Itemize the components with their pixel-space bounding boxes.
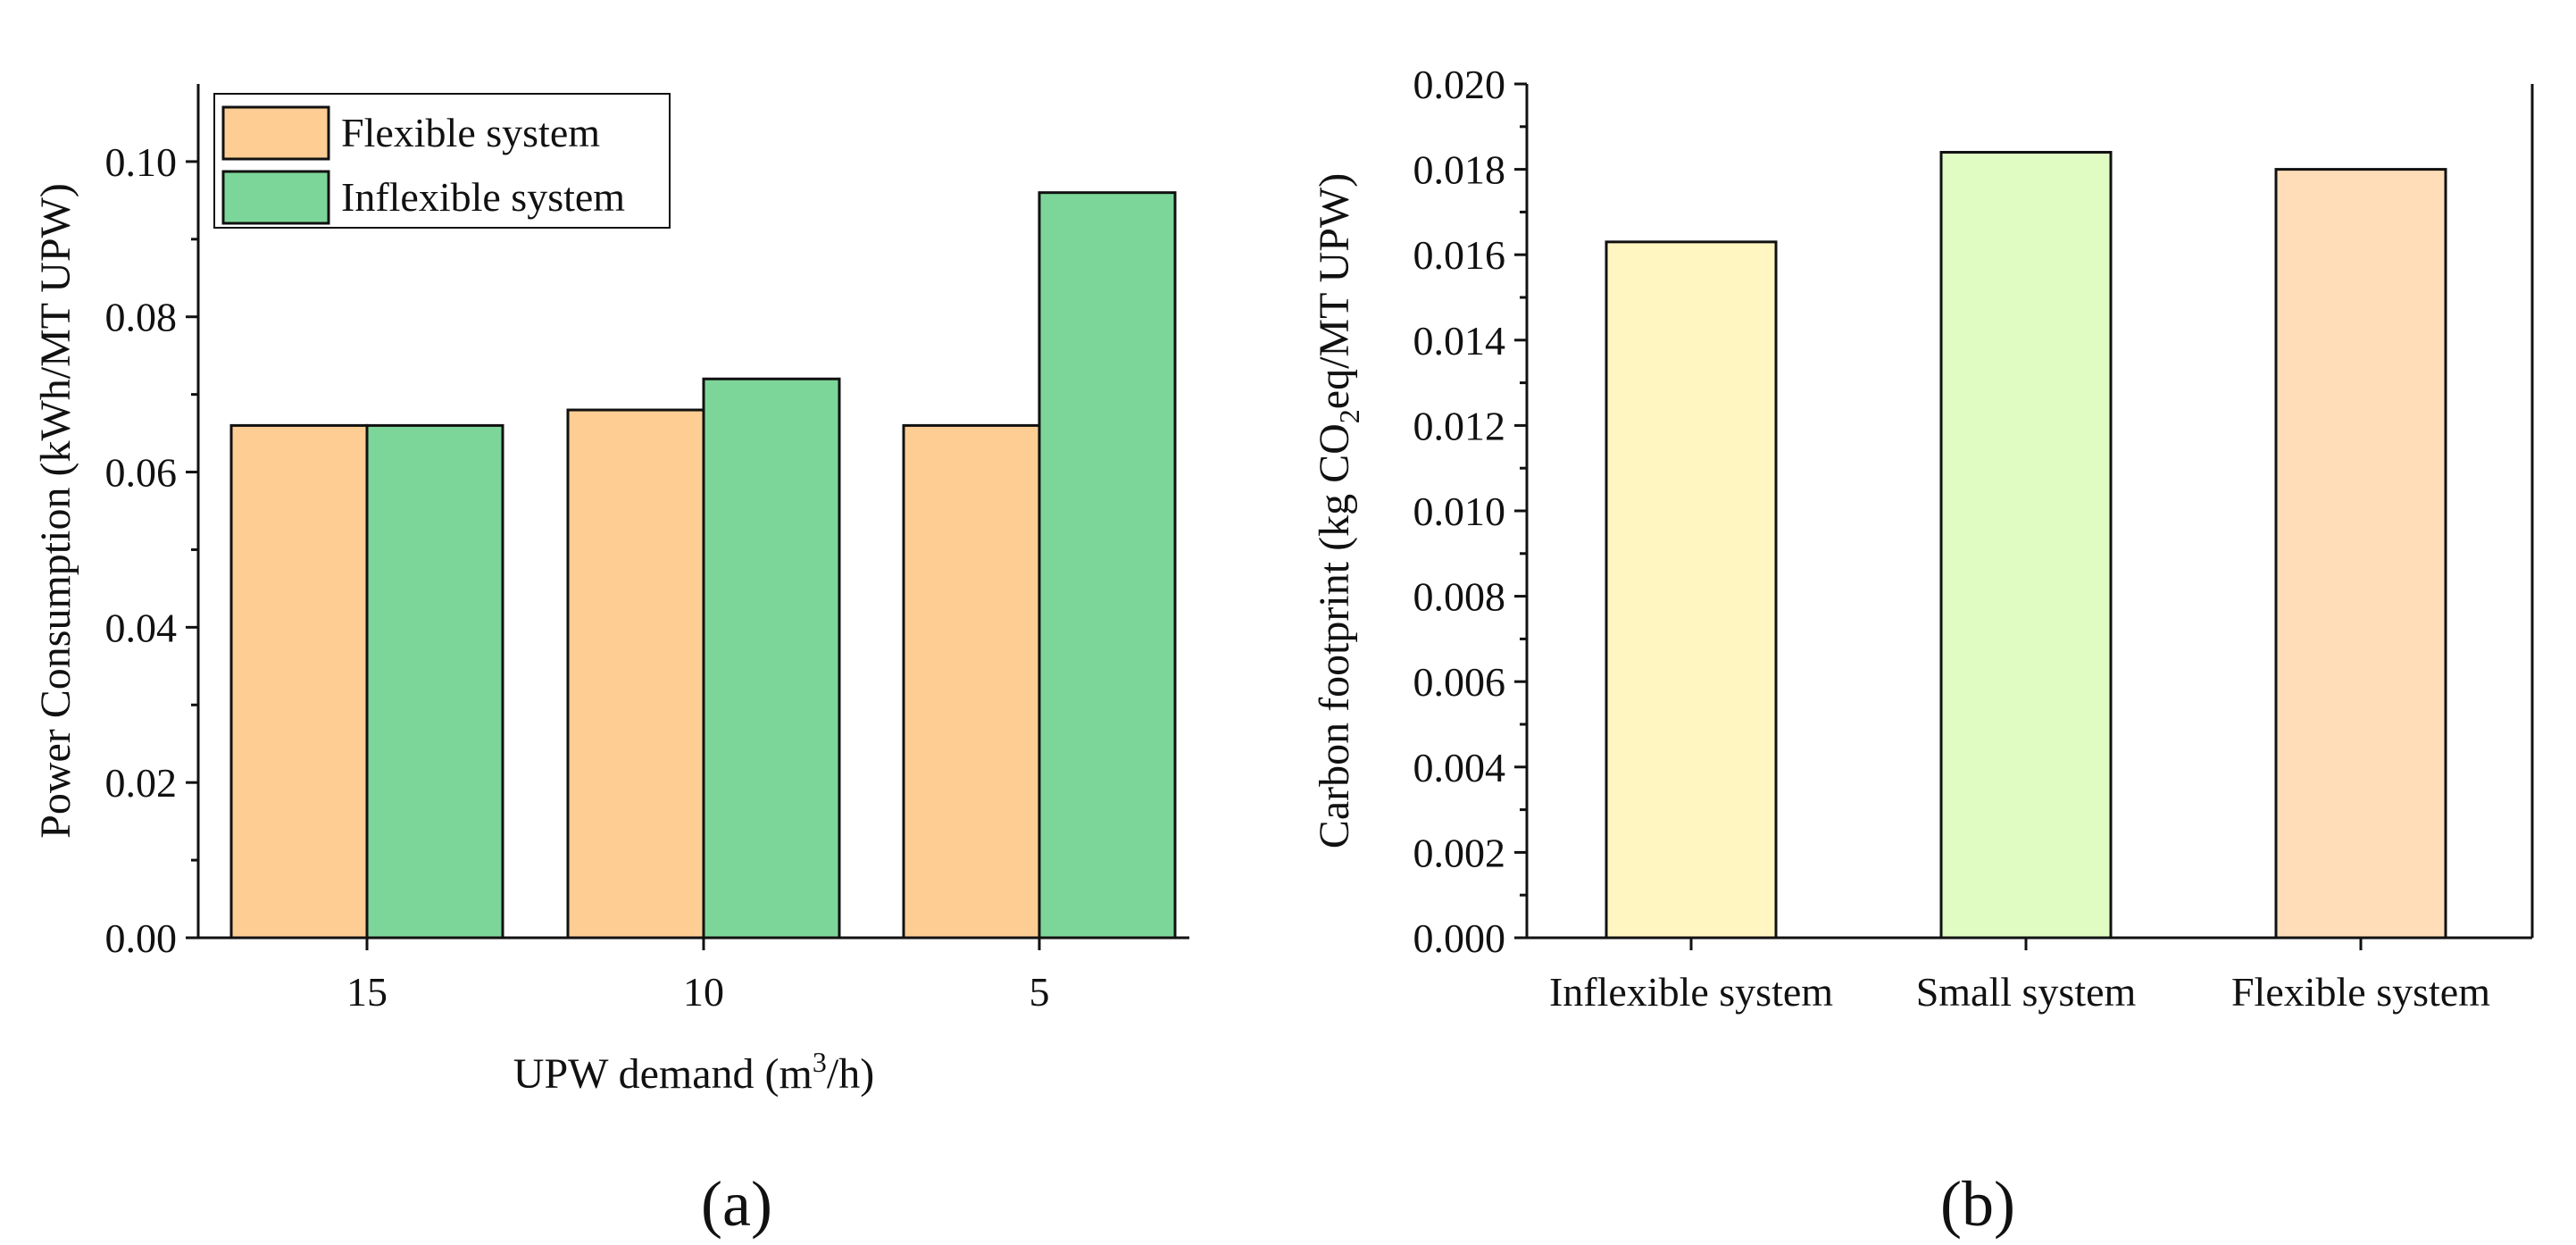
chart-b-y-tick-label: 0.014 xyxy=(1413,318,1506,363)
panel-label-b: (b) xyxy=(1940,1168,2015,1240)
chart-a-y-axis-title: Power Consumption (kWh/MT UPW) xyxy=(32,183,79,839)
chart-b-y-tick-label: 0.012 xyxy=(1413,403,1506,448)
chart-a-y-tick-label: 0.04 xyxy=(105,605,178,650)
chart-b-bar-flexible-system xyxy=(2274,168,2447,940)
chart-a-bar-flexible-10 xyxy=(566,408,705,940)
chart-a-x-tick-label: 10 xyxy=(683,969,724,1015)
chart-a-y-axis: 0.00 0.02 0.04 0.06 0.08 0.10 xyxy=(105,139,198,961)
chart-a-bars xyxy=(229,191,1177,940)
chart-a-y-tick-label: 0.06 xyxy=(105,450,178,496)
chart-a-x-axis: 15 10 5 xyxy=(346,938,1050,1015)
chart-b-y-axis: 0.000 0.002 0.004 0.006 0.008 0.010 0.012 0.014… xyxy=(1413,62,1527,961)
chart-a-bar-flexible-5 xyxy=(902,423,1041,940)
chart-b-x-axis: Inflexible system Small system Flexible sy… xyxy=(1549,938,2490,1015)
chart-a-y-tick-label: 0.00 xyxy=(105,915,178,961)
chart-b-y-tick-label: 0.010 xyxy=(1413,489,1506,534)
chart-a-y-tick-label: 0.10 xyxy=(105,139,178,185)
chart-a-y-tick-label: 0.02 xyxy=(105,760,178,806)
chart-a-frame xyxy=(196,84,1189,940)
chart-b-y-axis-title: Carbon footprint (kg CO2eq/MT UPW) xyxy=(1311,173,1365,848)
chart-b-bars xyxy=(1605,150,2447,940)
chart-b-x-tick-label: Inflexible system xyxy=(1549,969,1833,1015)
chart-a-x-tick-label: 5 xyxy=(1030,969,1050,1015)
chart-a-legend-swatch-0 xyxy=(221,105,330,161)
chart-b-y-tick-label: 0.002 xyxy=(1413,830,1506,875)
chart-b-y-tick-label: 0.016 xyxy=(1413,232,1506,278)
chart-b-y-tick-label: 0.020 xyxy=(1413,62,1506,107)
chart-a-legend-swatch-1 xyxy=(221,170,330,225)
panel-label-a: (a) xyxy=(701,1168,772,1240)
chart-a-bar-flexible-15 xyxy=(229,423,369,940)
chart-a-legend: Flexible system Inflexible system xyxy=(213,93,671,229)
chart-b-bar-small-system xyxy=(1939,150,2113,940)
chart-b-x-tick-label: Small system xyxy=(1916,969,2137,1015)
chart-a-x-axis-title: UPW demand (m3/h) xyxy=(513,1046,874,1098)
chart-a-bar-inflexible-10 xyxy=(702,377,841,940)
chart-a-bar-inflexible-5 xyxy=(1038,191,1177,940)
chart-b-y-tick-label: 0.018 xyxy=(1413,147,1506,193)
chart-b-bar-inflexible-system xyxy=(1605,240,1778,940)
chart-b-frame xyxy=(1525,84,2534,940)
chart-a: 0.00 0.02 0.04 0.06 0.08 0.10 15 10 5 Power Con… xyxy=(32,84,1189,1240)
chart-b-x-tick-label: Flexible system xyxy=(2231,969,2490,1015)
chart-b-y-tick-label: 0.008 xyxy=(1413,574,1506,620)
chart-a-bar-inflexible-15 xyxy=(365,423,504,940)
chart-a-legend-label-1: Inflexible system xyxy=(341,174,625,220)
chart-a-x-tick-label: 15 xyxy=(346,969,388,1015)
chart-a-legend-label-0: Flexible system xyxy=(341,110,600,155)
chart-b: 0.000 0.002 0.004 0.006 0.008 0.010 0.012 0.014… xyxy=(1311,62,2534,1240)
chart-b-y-tick-label: 0.004 xyxy=(1413,745,1506,790)
chart-b-y-tick-label: 0.006 xyxy=(1413,659,1506,705)
chart-b-y-tick-label: 0.000 xyxy=(1413,915,1506,961)
chart-a-y-tick-label: 0.08 xyxy=(105,295,178,340)
